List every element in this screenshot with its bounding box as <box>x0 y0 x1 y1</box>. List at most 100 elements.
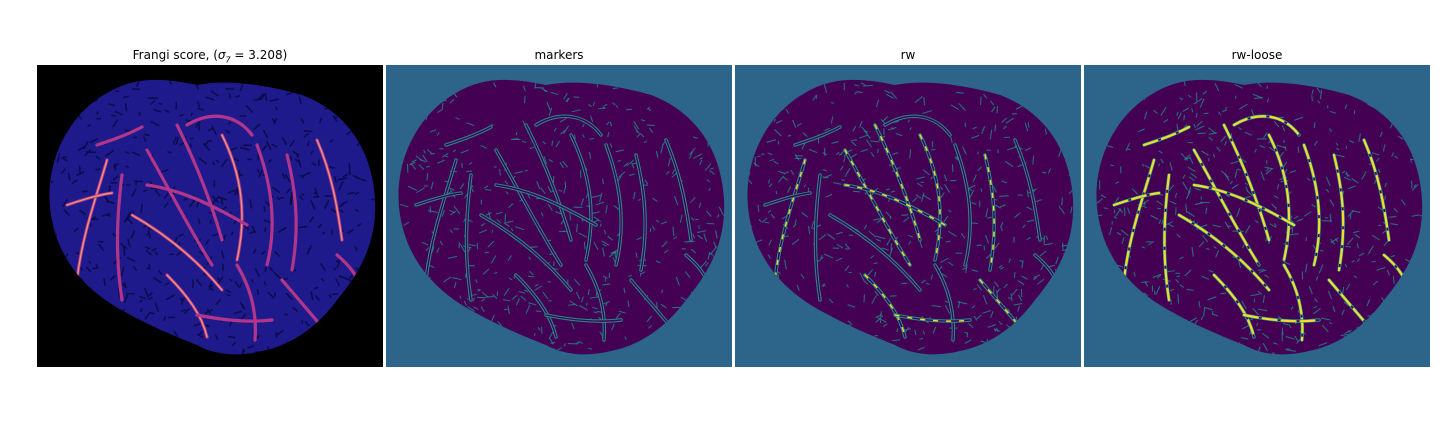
texture-fleck <box>1371 152 1380 156</box>
texture-fleck <box>1120 229 1129 236</box>
texture-fleck <box>661 289 664 293</box>
texture-fleck <box>563 343 566 347</box>
texture-fleck <box>870 152 875 157</box>
texture-fleck <box>1317 100 1321 104</box>
vessel-label <box>1232 115 1301 137</box>
texture-fleck <box>602 275 608 279</box>
texture-fleck <box>1281 327 1284 336</box>
texture-fleck <box>573 278 581 286</box>
texture-fleck <box>158 102 163 105</box>
texture-fleck <box>1153 109 1158 114</box>
texture-fleck <box>448 187 455 191</box>
texture-fleck <box>210 90 220 97</box>
panel-title-markers: markers <box>534 48 584 62</box>
texture-fleck <box>1340 333 1349 337</box>
texture-fleck <box>208 285 215 292</box>
texture-fleck <box>453 282 457 289</box>
tissue-region <box>398 79 725 355</box>
texture-fleck <box>1000 222 1004 227</box>
texture-fleck <box>1241 337 1249 340</box>
texture-fleck <box>761 217 768 223</box>
texture-fleck <box>459 295 462 299</box>
texture-fleck <box>599 192 603 202</box>
texture-fleck <box>1349 140 1355 144</box>
texture-fleck <box>504 223 510 227</box>
texture-fleck <box>889 247 893 257</box>
texture-fleck <box>1289 170 1297 173</box>
texture-fleck <box>1328 290 1332 300</box>
texture-fleck <box>1229 180 1233 185</box>
texture-fleck <box>164 109 170 113</box>
texture-fleck <box>319 117 323 124</box>
texture-fleck <box>98 243 104 251</box>
texture-fleck <box>558 189 563 192</box>
texture-fleck <box>635 252 638 258</box>
texture-fleck <box>1208 137 1213 141</box>
texture-fleck <box>1356 258 1360 262</box>
texture-fleck <box>256 288 260 295</box>
texture-fleck <box>225 289 232 293</box>
texture-fleck <box>822 152 828 156</box>
texture-fleck <box>348 162 351 174</box>
texture-fleck <box>261 144 268 152</box>
texture-fleck <box>337 177 348 181</box>
texture-fleck <box>948 209 952 213</box>
rw-loose-image <box>1084 65 1430 367</box>
texture-fleck <box>1115 208 1122 217</box>
texture-fleck <box>1313 306 1318 309</box>
texture-fleck <box>1347 210 1354 217</box>
texture-fleck <box>1177 293 1180 304</box>
texture-fleck <box>1361 171 1367 180</box>
texture-fleck <box>1388 216 1397 218</box>
texture-fleck <box>460 149 469 154</box>
texture-fleck <box>112 175 119 181</box>
texture-fleck <box>354 246 358 252</box>
texture-fleck <box>1168 184 1174 192</box>
texture-fleck <box>1168 223 1174 228</box>
texture-fleck <box>1186 211 1195 217</box>
texture-fleck <box>430 181 434 190</box>
texture-fleck <box>1411 214 1420 217</box>
texture-fleck <box>1263 132 1268 139</box>
texture-fleck <box>876 219 882 224</box>
texture-fleck <box>862 84 873 87</box>
texture-fleck <box>422 154 428 163</box>
texture-fleck <box>1037 278 1045 285</box>
texture-fleck <box>110 275 116 281</box>
texture-fleck <box>1239 103 1248 110</box>
texture-fleck <box>269 266 274 272</box>
texture-fleck <box>879 319 882 324</box>
texture-fleck <box>909 127 912 131</box>
texture-fleck <box>748 179 753 185</box>
texture-fleck <box>267 292 275 299</box>
texture-fleck <box>773 118 777 122</box>
texture-fleck <box>1013 302 1023 306</box>
texture-fleck <box>656 219 660 223</box>
texture-fleck <box>1332 306 1336 312</box>
texture-fleck <box>801 212 808 218</box>
texture-fleck <box>303 133 309 138</box>
texture-fleck <box>852 125 857 132</box>
texture-fleck <box>212 195 220 205</box>
texture-fleck <box>101 212 112 217</box>
texture-fleck <box>510 228 514 232</box>
texture-fleck <box>1188 176 1195 182</box>
texture-fleck <box>617 160 622 162</box>
texture-fleck <box>437 108 444 113</box>
texture-fleck <box>180 308 187 312</box>
texture-fleck <box>300 117 305 124</box>
texture-fleck <box>1208 269 1214 273</box>
texture-fleck <box>468 244 476 247</box>
texture-fleck <box>1262 342 1268 351</box>
texture-fleck <box>1345 283 1351 291</box>
texture-fleck <box>121 183 125 187</box>
panel-title-rw: rw <box>900 48 916 62</box>
texture-fleck <box>1297 146 1300 154</box>
title-sigma: σ <box>217 48 226 62</box>
texture-fleck <box>301 171 311 177</box>
texture-fleck <box>912 197 918 202</box>
texture-fleck <box>618 310 626 314</box>
vessel <box>285 153 298 272</box>
texture-fleck <box>239 146 250 151</box>
texture-fleck <box>1017 280 1025 286</box>
